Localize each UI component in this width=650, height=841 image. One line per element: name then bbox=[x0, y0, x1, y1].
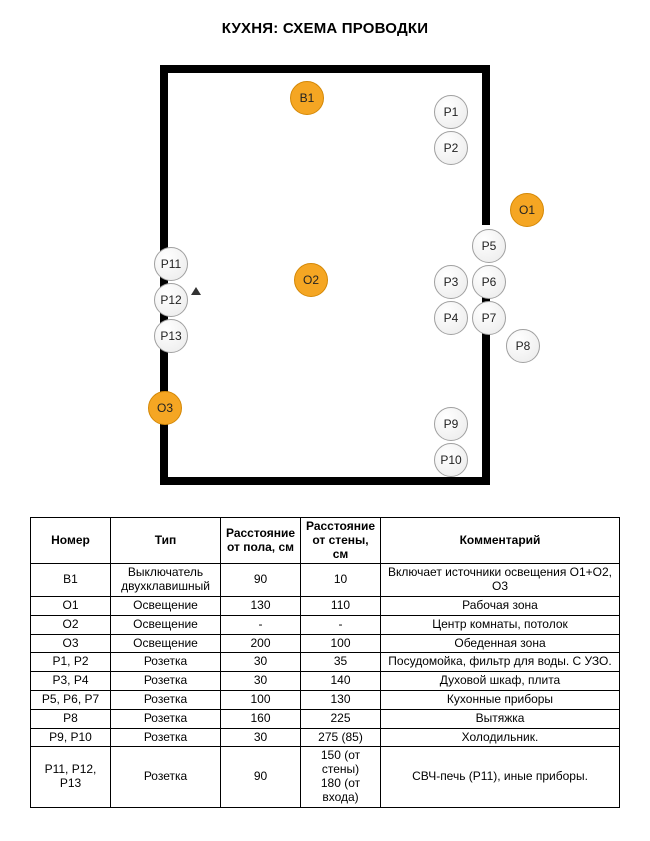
table-cell: Посудомойка, фильтр для воды. С УЗО. bbox=[381, 653, 620, 672]
table-header-cell: Расстояние от стены, см bbox=[301, 518, 381, 564]
room-border-segment bbox=[482, 65, 490, 225]
room-border-segment bbox=[160, 65, 490, 73]
table-cell: 160 bbox=[221, 709, 301, 728]
table-cell: 225 bbox=[301, 709, 381, 728]
table-cell: 150 (от стены)180 (от входа) bbox=[301, 747, 381, 807]
table-cell: Выключатель двухклавишный bbox=[111, 564, 221, 597]
node-Р10: Р10 bbox=[434, 443, 468, 477]
node-Р7: Р7 bbox=[472, 301, 506, 335]
table-cell: Розетка bbox=[111, 653, 221, 672]
node-Р12: Р12 bbox=[154, 283, 188, 317]
node-Р11: Р11 bbox=[154, 247, 188, 281]
table-cell: - bbox=[301, 615, 381, 634]
node-Р6: Р6 bbox=[472, 265, 506, 299]
table-row: Р1, Р2Розетка3035Посудомойка, фильтр для… bbox=[31, 653, 620, 672]
table-row: Р3, Р4Розетка30140Духовой шкаф, плита bbox=[31, 672, 620, 691]
table-cell: 130 bbox=[301, 690, 381, 709]
table-cell: Р9, Р10 bbox=[31, 728, 111, 747]
table-cell: Освещение bbox=[111, 615, 221, 634]
table-cell: Холодильник. bbox=[381, 728, 620, 747]
table-cell: Розетка bbox=[111, 747, 221, 807]
table-cell: Кухонные приборы bbox=[381, 690, 620, 709]
table-cell: 90 bbox=[221, 747, 301, 807]
arrow-icon bbox=[191, 287, 201, 295]
table-cell: 35 bbox=[301, 653, 381, 672]
node-Р5: Р5 bbox=[472, 229, 506, 263]
node-Р9: Р9 bbox=[434, 407, 468, 441]
table-cell: Р8 bbox=[31, 709, 111, 728]
table-row: О1Освещение130110Рабочая зона bbox=[31, 596, 620, 615]
table-header-row: НомерТипРасстояние от пола, смРасстояние… bbox=[31, 518, 620, 564]
table-cell: 10 bbox=[301, 564, 381, 597]
table-header-cell: Номер bbox=[31, 518, 111, 564]
table-cell: О3 bbox=[31, 634, 111, 653]
table-row: О2Освещение--Центр комнаты, потолок bbox=[31, 615, 620, 634]
table-cell: Включает источники освещения О1+О2, О3 bbox=[381, 564, 620, 597]
table-cell: 130 bbox=[221, 596, 301, 615]
table-cell: О2 bbox=[31, 615, 111, 634]
table-header-cell: Расстояние от пола, см bbox=[221, 518, 301, 564]
node-Р1: Р1 bbox=[434, 95, 468, 129]
table-cell: 275 (85) bbox=[301, 728, 381, 747]
node-Р8: Р8 bbox=[506, 329, 540, 363]
wiring-table: НомерТипРасстояние от пола, смРасстояние… bbox=[30, 517, 620, 808]
table-row: Р5, Р6, Р7Розетка100130Кухонные приборы bbox=[31, 690, 620, 709]
table-cell: 110 bbox=[301, 596, 381, 615]
table-cell: В1 bbox=[31, 564, 111, 597]
table-cell: 30 bbox=[221, 653, 301, 672]
node-Р2: Р2 bbox=[434, 131, 468, 165]
table-cell: Освещение bbox=[111, 634, 221, 653]
node-О1: О1 bbox=[510, 193, 544, 227]
table-row: В1Выключатель двухклавишный9010Включает … bbox=[31, 564, 620, 597]
table-row: О3Освещение200100Обеденная зона bbox=[31, 634, 620, 653]
table-cell: Освещение bbox=[111, 596, 221, 615]
node-Р4: Р4 bbox=[434, 301, 468, 335]
table-cell: Р5, Р6, Р7 bbox=[31, 690, 111, 709]
table-cell: О1 bbox=[31, 596, 111, 615]
node-В1: В1 bbox=[290, 81, 324, 115]
table-cell: 100 bbox=[221, 690, 301, 709]
table-row: Р9, Р10Розетка30275 (85)Холодильник. bbox=[31, 728, 620, 747]
table-cell: СВЧ-печь (Р11), иные приборы. bbox=[381, 747, 620, 807]
table-row: Р11, Р12, Р13Розетка90150 (от стены)180 … bbox=[31, 747, 620, 807]
page-title: КУХНЯ: СХЕМА ПРОВОДКИ bbox=[30, 20, 620, 37]
table-cell: Розетка bbox=[111, 709, 221, 728]
table-cell: Р3, Р4 bbox=[31, 672, 111, 691]
table-cell: Рабочая зона bbox=[381, 596, 620, 615]
table-cell: Обеденная зона bbox=[381, 634, 620, 653]
table-cell: Центр комнаты, потолок bbox=[381, 615, 620, 634]
table-cell: Розетка bbox=[111, 728, 221, 747]
node-Р3: Р3 bbox=[434, 265, 468, 299]
table-cell: Розетка bbox=[111, 690, 221, 709]
node-О3: О3 bbox=[148, 391, 182, 425]
table-cell: 100 bbox=[301, 634, 381, 653]
table-header-cell: Тип bbox=[111, 518, 221, 564]
table-header-cell: Комментарий bbox=[381, 518, 620, 564]
table-cell: Р11, Р12, Р13 bbox=[31, 747, 111, 807]
node-О2: О2 bbox=[294, 263, 328, 297]
table-cell: 30 bbox=[221, 672, 301, 691]
table-cell: 90 bbox=[221, 564, 301, 597]
wiring-diagram: В1Р1Р2О1Р5Р3Р6Р4Р7Р8О2Р11Р12Р13О3Р9Р10 bbox=[110, 55, 540, 495]
diagram-container: В1 Р1Р2 О1Р5Р3Р6Р4Р7Р8 О2 Р11Р12Р13 О3 Р9Р10 bbox=[30, 55, 620, 495]
table-cell: - bbox=[221, 615, 301, 634]
table-cell: Розетка bbox=[111, 672, 221, 691]
table-cell: 140 bbox=[301, 672, 381, 691]
table-cell: 200 bbox=[221, 634, 301, 653]
table-cell: Вытяжка bbox=[381, 709, 620, 728]
room-border-segment bbox=[160, 477, 490, 485]
table-cell: Р1, Р2 bbox=[31, 653, 111, 672]
table-cell: Духовой шкаф, плита bbox=[381, 672, 620, 691]
table-cell: 30 bbox=[221, 728, 301, 747]
table-row: Р8Розетка160225Вытяжка bbox=[31, 709, 620, 728]
node-Р13: Р13 bbox=[154, 319, 188, 353]
